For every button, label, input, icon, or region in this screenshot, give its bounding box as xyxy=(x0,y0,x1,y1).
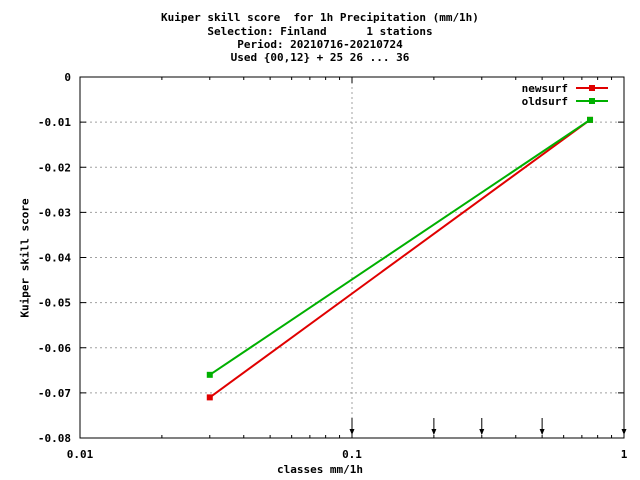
y-tick-label: -0.02 xyxy=(38,161,71,174)
class-marker-arrowhead xyxy=(479,429,485,435)
y-axis-title: Kuiper skill score xyxy=(18,198,32,318)
class-marker-arrowhead xyxy=(431,429,437,435)
class-marker-arrowhead xyxy=(621,429,627,435)
series-line-newsurf xyxy=(209,119,591,399)
class-marker-arrowhead xyxy=(349,429,355,435)
y-tick-label: -0.08 xyxy=(38,432,71,445)
legend-label-newsurf: newsurf xyxy=(522,82,568,95)
y-tick-label: -0.06 xyxy=(38,342,71,355)
data-point-newsurf xyxy=(206,394,213,401)
legend-marker-newsurf xyxy=(589,85,595,91)
x-tick-label: 0.01 xyxy=(67,448,94,461)
plot-frame xyxy=(79,76,625,439)
data-point-oldsurf xyxy=(587,116,594,123)
y-tick-label: -0.03 xyxy=(38,206,71,219)
title-line-1: Kuiper skill score for 1h Precipitation … xyxy=(161,11,479,24)
y-tick-label: -0.01 xyxy=(38,116,71,129)
x-tick-label: 0.1 xyxy=(342,448,362,461)
legend-marker-oldsurf xyxy=(589,98,595,104)
title-line-4: Used {00,12} + 25 26 ... 36 xyxy=(230,51,410,64)
y-tick-label: -0.04 xyxy=(38,252,71,265)
y-tick-label: 0 xyxy=(64,71,71,84)
x-tick-label: 1 xyxy=(621,448,628,461)
y-tick-label: -0.07 xyxy=(38,387,71,400)
legend-label-oldsurf: oldsurf xyxy=(522,95,568,108)
y-tick-label: -0.05 xyxy=(38,297,71,310)
class-marker-arrowhead xyxy=(539,429,545,435)
x-axis-title: classes mm/1h xyxy=(276,463,364,476)
data-point-oldsurf xyxy=(206,371,213,378)
series-line-oldsurf xyxy=(209,119,591,376)
title-line-3: Period: 20210716-20210724 xyxy=(237,38,403,51)
title-line-2: Selection: Finland 1 stations xyxy=(207,25,433,38)
